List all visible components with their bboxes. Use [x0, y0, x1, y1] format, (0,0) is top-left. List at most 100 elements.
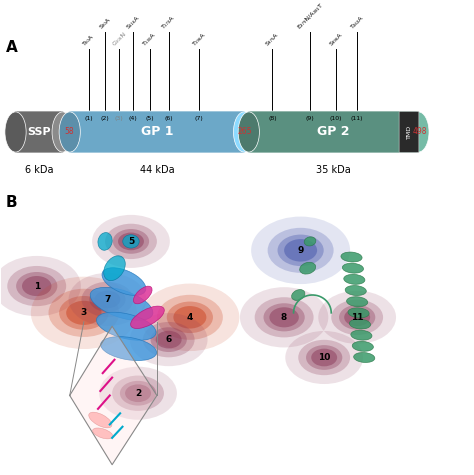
Text: S₃₇₅A: S₃₇₅A	[265, 33, 280, 47]
Ellipse shape	[238, 112, 259, 152]
Text: (1): (1)	[84, 116, 93, 121]
Ellipse shape	[105, 224, 157, 259]
Ellipse shape	[7, 266, 66, 306]
FancyBboxPatch shape	[69, 111, 245, 153]
Ellipse shape	[22, 276, 52, 296]
Text: (9): (9)	[306, 116, 314, 121]
Ellipse shape	[92, 428, 113, 439]
Ellipse shape	[346, 297, 368, 307]
Ellipse shape	[354, 352, 375, 362]
Text: 3: 3	[81, 308, 87, 317]
Ellipse shape	[104, 256, 125, 281]
Ellipse shape	[342, 263, 364, 273]
Text: G₁₀₆N: G₁₀₆N	[111, 31, 127, 47]
Ellipse shape	[31, 276, 137, 349]
Text: B: B	[6, 194, 18, 209]
Ellipse shape	[298, 340, 350, 375]
Text: 35 kDa: 35 kDa	[316, 165, 351, 175]
Text: T₁₉₆A: T₁₉₆A	[192, 33, 207, 47]
Ellipse shape	[292, 290, 305, 300]
Text: S₉₀A: S₉₀A	[99, 17, 111, 29]
Text: (3): (3)	[115, 116, 124, 121]
Ellipse shape	[89, 287, 126, 312]
Ellipse shape	[5, 112, 26, 152]
Text: T₁₇₂A: T₁₇₂A	[161, 15, 176, 29]
Ellipse shape	[134, 286, 152, 304]
Ellipse shape	[143, 322, 195, 357]
Ellipse shape	[285, 331, 363, 384]
Ellipse shape	[167, 302, 213, 333]
Text: GP 1: GP 1	[141, 125, 173, 139]
Ellipse shape	[157, 295, 223, 340]
Ellipse shape	[345, 285, 366, 295]
Ellipse shape	[59, 112, 80, 152]
Ellipse shape	[349, 319, 371, 329]
Text: T₁₃₀A: T₁₃₀A	[143, 33, 157, 47]
Ellipse shape	[151, 327, 187, 352]
Ellipse shape	[339, 305, 375, 330]
Ellipse shape	[69, 273, 146, 326]
Ellipse shape	[100, 337, 156, 361]
Ellipse shape	[0, 256, 81, 316]
Ellipse shape	[125, 384, 151, 402]
Ellipse shape	[268, 228, 334, 273]
Ellipse shape	[284, 239, 317, 262]
Ellipse shape	[52, 112, 73, 152]
Ellipse shape	[351, 330, 372, 340]
Ellipse shape	[59, 296, 109, 330]
Ellipse shape	[234, 112, 255, 152]
Text: 4: 4	[187, 313, 193, 322]
Ellipse shape	[16, 272, 57, 300]
Ellipse shape	[304, 237, 316, 246]
Text: 10: 10	[318, 353, 330, 362]
Text: A: A	[6, 40, 18, 56]
Text: 6: 6	[165, 335, 172, 344]
Text: 11: 11	[351, 313, 364, 322]
Text: SSP: SSP	[27, 127, 51, 137]
Ellipse shape	[348, 308, 369, 318]
FancyBboxPatch shape	[15, 111, 64, 153]
Ellipse shape	[97, 312, 156, 340]
Text: 2: 2	[135, 389, 141, 398]
Ellipse shape	[94, 291, 120, 308]
Ellipse shape	[123, 235, 139, 248]
Text: 6 kDa: 6 kDa	[25, 165, 54, 175]
Ellipse shape	[113, 229, 149, 254]
Text: (7): (7)	[195, 116, 204, 121]
Text: (6): (6)	[164, 116, 173, 121]
Ellipse shape	[264, 303, 305, 332]
FancyBboxPatch shape	[399, 112, 419, 152]
Ellipse shape	[408, 112, 429, 152]
Ellipse shape	[240, 287, 328, 347]
Text: 58: 58	[64, 127, 73, 136]
Text: 1: 1	[34, 282, 40, 291]
Text: (11): (11)	[351, 116, 364, 121]
Ellipse shape	[344, 308, 370, 326]
Ellipse shape	[341, 252, 362, 262]
Ellipse shape	[300, 262, 316, 274]
Ellipse shape	[311, 349, 337, 366]
Ellipse shape	[352, 342, 374, 352]
Text: T₄₆₂A: T₄₆₂A	[350, 15, 365, 29]
Text: (10): (10)	[330, 116, 342, 121]
Ellipse shape	[89, 412, 112, 428]
Text: TMD: TMD	[407, 125, 411, 139]
Ellipse shape	[173, 306, 206, 329]
Text: 8: 8	[281, 313, 287, 322]
Ellipse shape	[156, 331, 182, 349]
Text: (4): (4)	[129, 116, 138, 121]
Ellipse shape	[131, 306, 164, 329]
Ellipse shape	[118, 233, 144, 250]
FancyBboxPatch shape	[248, 111, 419, 153]
Text: E₃₇₉N/A₃₈₁T: E₃₇₉N/A₃₈₁T	[296, 2, 324, 29]
Text: (8): (8)	[268, 116, 277, 121]
Text: 265: 265	[238, 127, 252, 136]
Ellipse shape	[331, 300, 383, 335]
Text: S₁₁₆A: S₁₁₆A	[126, 15, 141, 29]
Ellipse shape	[251, 217, 350, 284]
Text: 5: 5	[128, 237, 134, 246]
Ellipse shape	[48, 289, 119, 337]
Ellipse shape	[318, 291, 396, 344]
Ellipse shape	[130, 313, 208, 366]
Ellipse shape	[277, 235, 324, 266]
